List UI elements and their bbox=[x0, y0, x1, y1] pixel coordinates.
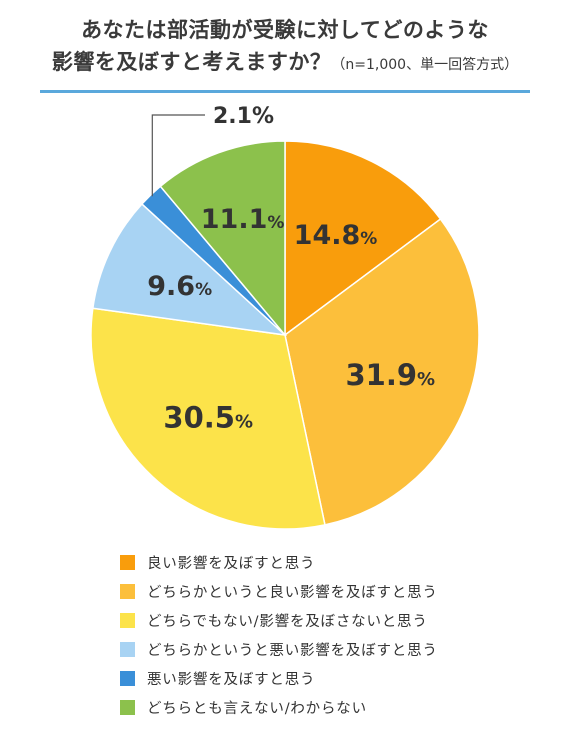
pie-slice bbox=[284, 217, 480, 526]
legend-item: どちらとも言えない/わからない bbox=[120, 693, 438, 722]
legend-item: 良い影響を及ぼすと思う bbox=[120, 548, 438, 577]
legend-swatch bbox=[120, 613, 135, 628]
legend-label: どちらかというと悪い影響を及ぼすと思う bbox=[147, 643, 438, 659]
slice-value-label: 2.1% bbox=[213, 104, 274, 129]
pie-slice bbox=[90, 307, 326, 530]
legend-swatch bbox=[120, 584, 135, 599]
pie-slice bbox=[92, 202, 288, 337]
pie-slice bbox=[159, 140, 286, 338]
chart-title-line1: あなたは部活動が受験に対してどのような bbox=[81, 18, 489, 42]
chart-title-main: 影響を及ぼすと考えますか？ bbox=[51, 50, 332, 74]
callout-leader-line bbox=[151, 114, 205, 197]
pie-slice bbox=[284, 140, 442, 337]
legend-item: 悪い影響を及ぼすと思う bbox=[120, 664, 438, 693]
title-underline bbox=[40, 90, 530, 93]
legend-swatch bbox=[120, 555, 135, 570]
legend-label: どちらでもない/影響を及ぼさないと思う bbox=[147, 614, 428, 630]
legend: 良い影響を及ぼすと思うどちらかというと良い影響を及ぼすと思う どちらでもない/影響… bbox=[120, 548, 438, 722]
chart-title-note: （n=1,000、単一回答方式） bbox=[331, 57, 519, 73]
pie-chart: 14.8% 31.9% 30.5% 9.6% 2.1% 11.1% bbox=[90, 104, 480, 530]
legend-swatch bbox=[120, 700, 135, 715]
slice-value-label: 30.5% bbox=[163, 401, 253, 435]
slice-value-label: 31.9% bbox=[345, 358, 435, 392]
slice-value-label: 14.8% bbox=[294, 220, 378, 251]
slice-value-label: 9.6% bbox=[147, 271, 212, 302]
legend-item: どちらかというと悪い影響を及ぼすと思う bbox=[120, 635, 438, 664]
chart-title: あなたは部活動が受験に対してどのような 影響を及ぼすと考えますか？（n=1,00… bbox=[0, 14, 570, 81]
chart-title-line2: 影響を及ぼすと考えますか？（n=1,000、単一回答方式） bbox=[0, 46, 570, 81]
legend-item: どちらかというと良い影響を及ぼすと思う bbox=[120, 577, 438, 606]
legend-label: 良い影響を及ぼすと思う bbox=[147, 556, 316, 572]
legend-swatch bbox=[120, 671, 135, 686]
slice-value-label: 11.1% bbox=[201, 204, 285, 235]
legend-label: 悪い影響を及ぼすと思う bbox=[147, 672, 316, 688]
legend-label: どちらかというと良い影響を及ぼすと思う bbox=[147, 585, 438, 601]
legend-swatch bbox=[120, 642, 135, 657]
legend-item: どちらでもない/影響を及ぼさないと思う bbox=[120, 606, 438, 635]
legend-label: どちらとも言えない/わからない bbox=[147, 701, 367, 717]
